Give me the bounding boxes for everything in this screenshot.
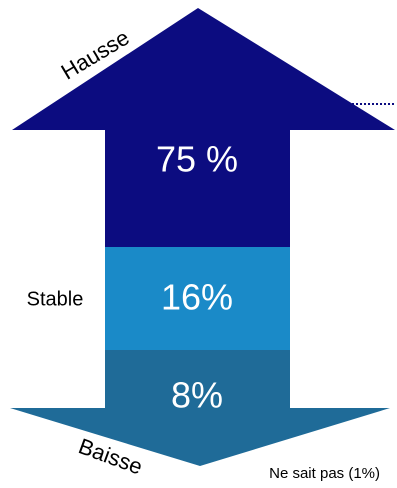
note: Ne sait pas (1%): [269, 465, 380, 482]
category-label: Stable: [27, 288, 84, 310]
segment: [10, 350, 390, 466]
segment: [105, 247, 290, 350]
value-label: 75 %: [156, 139, 238, 180]
value-label: 16%: [161, 277, 233, 318]
segment: [12, 8, 395, 247]
value-label: 8%: [171, 375, 223, 416]
